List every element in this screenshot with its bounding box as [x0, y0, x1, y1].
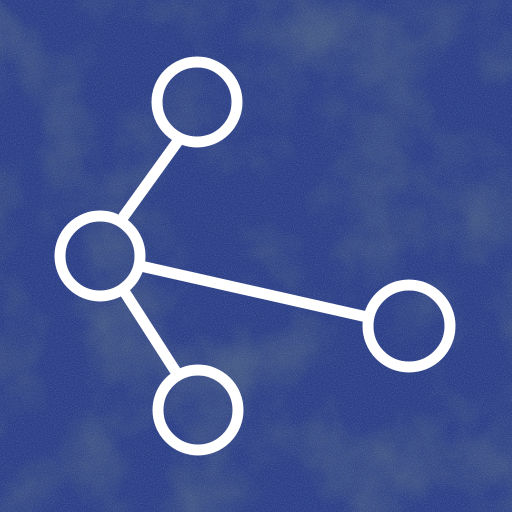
bottom-node-circle	[152, 364, 244, 456]
connector-line-right	[139, 261, 373, 323]
right-node-circle	[362, 279, 456, 373]
top-node-circle	[151, 56, 243, 148]
connector-line-lower	[118, 285, 182, 378]
hub-node-circle	[54, 210, 146, 302]
connector-line-upper	[118, 135, 184, 222]
